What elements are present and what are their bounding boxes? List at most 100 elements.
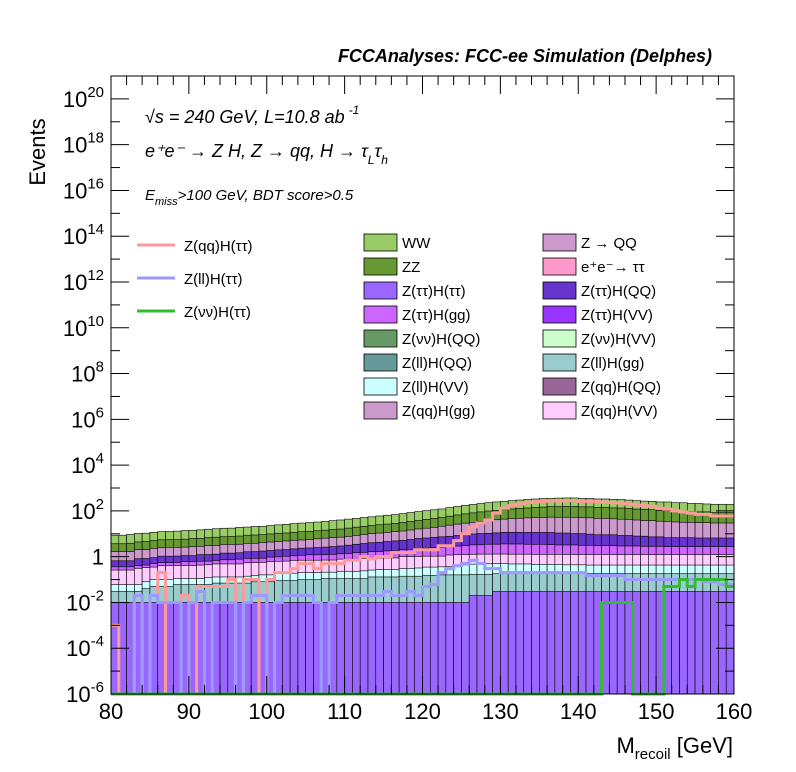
y-tick-label: 104 bbox=[71, 450, 104, 478]
legend-bkg-swatch bbox=[542, 233, 577, 252]
bar-z-h-59 bbox=[570, 591, 579, 695]
bar-z-h-55 bbox=[539, 591, 548, 695]
legend-bkg-swatch bbox=[363, 401, 398, 420]
legend-signal-label: Z(ll)H(ττ) bbox=[184, 271, 243, 288]
legend-bkg-label: e⁺e⁻→ ττ bbox=[581, 259, 645, 276]
energy-annotation: √s = 240 GeV, L=10.8 ab -1 bbox=[145, 103, 359, 127]
legend-bkg-label: Z(qq)H(gg) bbox=[402, 403, 475, 420]
x-tick-label: 140 bbox=[560, 699, 597, 724]
bar-z-h-57 bbox=[554, 591, 563, 695]
bar-z-h-73 bbox=[679, 591, 688, 695]
bar-z-h-68 bbox=[640, 591, 649, 695]
legend-bkg-label: WW bbox=[402, 235, 431, 252]
bar-z-h-46 bbox=[468, 595, 478, 695]
x-tick-label: 90 bbox=[177, 699, 201, 724]
y-tick-label: 102 bbox=[71, 496, 104, 524]
bar-z-h-75 bbox=[694, 591, 704, 695]
y-tick-label: 10-2 bbox=[66, 587, 104, 615]
signal-line-z-qq-h bbox=[111, 499, 734, 696]
y-tick-label: 1018 bbox=[63, 130, 104, 158]
bar-z-h-52 bbox=[515, 591, 525, 695]
legend-bkg-swatch bbox=[363, 257, 398, 276]
bar-z-h-30 bbox=[344, 602, 353, 695]
bar-z-h-54 bbox=[531, 591, 540, 695]
y-tick-label: 1020 bbox=[63, 84, 104, 112]
y-tick-label: 1010 bbox=[63, 313, 104, 341]
legend-bkg-label: Z(ll)H(VV) bbox=[402, 379, 469, 396]
x-tick-label: 160 bbox=[716, 699, 753, 724]
bar-z-h-24 bbox=[297, 602, 306, 695]
legend-bkg-swatch bbox=[542, 377, 577, 396]
bar-z-h-23 bbox=[289, 602, 299, 695]
legend-bkg-swatch bbox=[363, 377, 398, 396]
legend-bkg-label: Z(qq)H(QQ) bbox=[581, 379, 661, 396]
bar-z-h-65 bbox=[616, 591, 626, 695]
bar-z-h-78 bbox=[718, 591, 727, 695]
bar-z-h-40 bbox=[422, 602, 431, 695]
bar-z-h-14 bbox=[219, 602, 229, 695]
legend-bkg-swatch bbox=[363, 233, 398, 252]
y-tick-label: 1014 bbox=[63, 221, 104, 249]
legend-bkg-swatch bbox=[363, 329, 398, 348]
bar-z-h-37 bbox=[398, 602, 408, 695]
y-tick-label: 106 bbox=[71, 404, 104, 432]
y-tick-label: 1 bbox=[92, 545, 104, 570]
y-tick-labels: 10-6 10-4 10-2 1 102 104 106 108 1010 1012 1014 101… bbox=[63, 84, 104, 707]
x-tick-label: 150 bbox=[638, 699, 675, 724]
bar-z-h-35 bbox=[383, 602, 392, 695]
axis-ticks bbox=[110, 75, 735, 695]
legend-bkg-label: Z(ττ)H(QQ) bbox=[581, 283, 656, 300]
legend-bkg-label: Z(ττ)H(VV) bbox=[581, 307, 653, 324]
x-tick-label: 120 bbox=[404, 699, 441, 724]
legend-bkg-label: Z(ll)H(QQ) bbox=[402, 355, 472, 372]
legend-bkg-swatch bbox=[363, 305, 398, 324]
legend-bkg-label: Z(ll)H(gg) bbox=[581, 355, 644, 372]
bar-z-h-56 bbox=[546, 591, 556, 695]
bar-z-h-77 bbox=[710, 591, 719, 695]
y-tick-label: 10-4 bbox=[66, 633, 104, 661]
bar-z-h-33 bbox=[367, 602, 377, 695]
bar-z-h-58 bbox=[562, 591, 571, 695]
bar-z-h-51 bbox=[507, 591, 517, 695]
legend-bkg-label: Z(ττ)H(ττ) bbox=[402, 283, 466, 300]
legend-bkg-label: Z(ττ)H(gg) bbox=[402, 307, 471, 324]
bar-z-h-44 bbox=[453, 602, 462, 695]
bar-z-h-36 bbox=[391, 602, 400, 695]
bar-z-h-53 bbox=[523, 591, 532, 695]
bar-z-h-34 bbox=[375, 602, 384, 695]
chart-title: FCCAnalyses: FCC-ee Simulation (Delphes) bbox=[338, 46, 712, 66]
x-axis-title: Mrecoil [GeV] bbox=[616, 733, 733, 763]
bar-z-h-74 bbox=[686, 591, 696, 695]
bar-z-h-45 bbox=[461, 602, 470, 695]
bar-z-h-41 bbox=[429, 602, 439, 695]
legend-bkg-swatch bbox=[542, 257, 577, 276]
bar-z-h-43 bbox=[445, 602, 454, 695]
legend-backgrounds: WW Z → QQ ZZ e⁺e⁻→ ττ Z(ττ)H(ττ) Z(ττ)H(QQ) Z(… bbox=[363, 233, 661, 420]
bar-z-h-61 bbox=[585, 591, 595, 695]
bar-z-h-42 bbox=[437, 602, 447, 695]
bar-z-h-32 bbox=[359, 602, 369, 695]
y-tick-label: 1016 bbox=[63, 175, 104, 203]
selection-annotation: Emiss>100 GeV, BDT score>0.5 bbox=[145, 187, 354, 208]
bar-z-h-50 bbox=[500, 591, 509, 695]
legend-bkg-swatch bbox=[542, 401, 577, 420]
signal-line-z-ll-h bbox=[111, 558, 734, 696]
y-tick-label: 1012 bbox=[63, 267, 104, 295]
legend-signal-label: Z(qq)H(ττ) bbox=[184, 238, 253, 255]
legend-bkg-label: Z(νν)H(VV) bbox=[581, 331, 656, 348]
x-tick-label: 80 bbox=[99, 699, 123, 724]
legend-signal-label: Z(νν)H(ττ) bbox=[184, 304, 251, 321]
bar-z-h-22 bbox=[282, 602, 291, 695]
x-tick-labels: 80 90 100 110 120 130 140 150 160 bbox=[99, 699, 753, 724]
legend-bkg-swatch bbox=[363, 281, 398, 300]
bar-z-h-25 bbox=[305, 602, 314, 695]
legend-bkg-swatch bbox=[542, 353, 577, 372]
x-tick-label: 110 bbox=[327, 699, 362, 724]
legend-bkg-label: Z → QQ bbox=[581, 235, 637, 252]
process-annotation: e⁺e⁻ → Z H, Z → qq, H → τLτh bbox=[145, 141, 388, 167]
legend-bkg-label: Z(νν)H(QQ) bbox=[402, 331, 480, 348]
bar-z-h-47 bbox=[476, 595, 486, 695]
bar-z-h-60 bbox=[577, 591, 587, 695]
legend-bkg-swatch bbox=[542, 281, 577, 300]
legend-signals: Z(qq)H(ττ) Z(ll)H(ττ) Z(νν)H(ττ) bbox=[137, 238, 253, 321]
